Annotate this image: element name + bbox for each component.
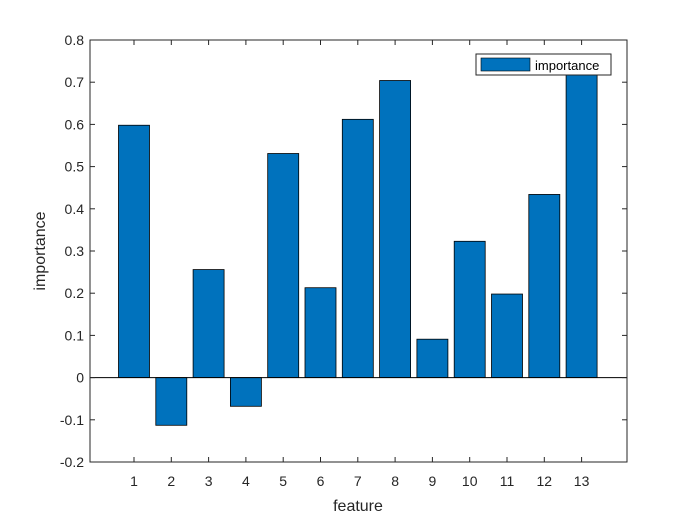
- bar-feature-2: [155, 377, 188, 426]
- x-axis-ticks: 1 2 3 4 5 6 7 8 9 10 11 12 13: [130, 40, 590, 489]
- bar-feature-5: [267, 153, 300, 379]
- x-tick-label: 2: [167, 473, 175, 489]
- x-tick-label: 1: [130, 473, 138, 489]
- bar-feature-11: [491, 293, 523, 379]
- legend-swatch: [480, 57, 531, 72]
- x-tick-label: 10: [462, 473, 478, 489]
- y-tick-label: -0.1: [60, 412, 84, 428]
- bar-feature-4: [229, 377, 262, 407]
- y-tick-label: 0.1: [65, 327, 85, 343]
- y-tick-label: 0.2: [65, 285, 85, 301]
- y-tick-label: 0.7: [65, 74, 85, 90]
- legend-label: importance: [535, 58, 599, 73]
- x-tick-label: 4: [242, 473, 250, 489]
- bar-feature-12: [528, 194, 561, 378]
- bar-feature-9: [416, 338, 449, 378]
- y-tick-label: 0.5: [65, 159, 85, 175]
- x-tick-label: 8: [391, 473, 399, 489]
- x-tick-label: 11: [500, 473, 515, 489]
- bar-feature-6: [304, 287, 337, 378]
- plot-frame: [89, 39, 628, 463]
- x-tick-label: 5: [279, 473, 287, 489]
- bars-group: [118, 72, 598, 426]
- x-tick-label: 12: [537, 473, 553, 489]
- y-tick-label: 0.8: [65, 32, 85, 48]
- x-tick-label: 3: [205, 473, 213, 489]
- y-tick-label: 0.6: [65, 116, 85, 132]
- y-tick-label: 0.3: [65, 243, 85, 259]
- x-tick-label: 7: [354, 473, 362, 489]
- x-tick-label: 6: [317, 473, 325, 489]
- y-axis-label: importance: [32, 211, 49, 290]
- y-tick-label: -0.2: [60, 454, 84, 470]
- bar-feature-1: [118, 124, 150, 379]
- legend: importance: [475, 53, 612, 76]
- bar-feature-7: [341, 118, 374, 379]
- x-tick-label: 9: [429, 473, 437, 489]
- bar-feature-10: [453, 240, 486, 379]
- bar-feature-3: [192, 269, 225, 378]
- y-axis-ticks: -0.2 -0.1 0 0.1 0.2 0.3 0.4 0.5 0.6 0.7 0.8: [60, 32, 627, 470]
- y-tick-label: 0.4: [65, 201, 85, 217]
- bar-feature-13: [565, 72, 598, 378]
- bar-feature-8: [379, 80, 412, 379]
- y-tick-label: 0: [76, 370, 84, 386]
- x-axis-label: feature: [333, 498, 383, 515]
- x-tick-label: 13: [574, 473, 590, 489]
